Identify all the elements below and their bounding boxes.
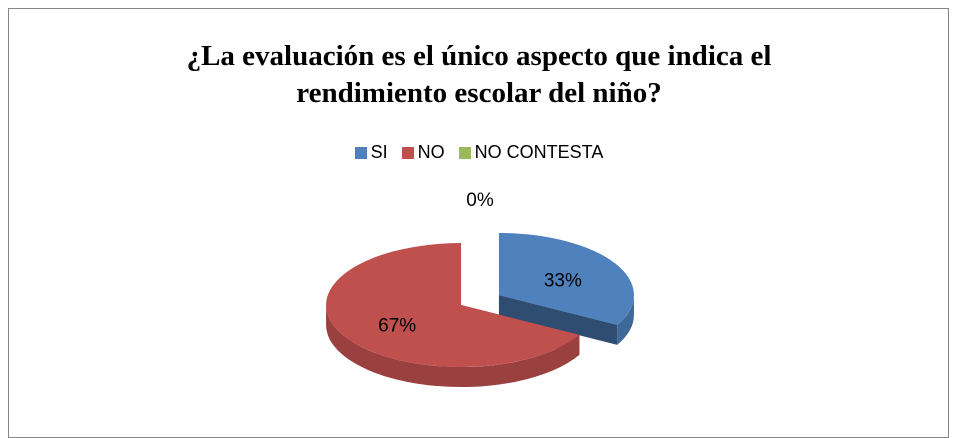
legend-swatch: [458, 146, 471, 159]
slice: [498, 232, 634, 325]
legend-item: SI: [354, 142, 388, 163]
slice-side: [326, 305, 580, 388]
legend-item: NO CONTESTA: [458, 142, 604, 163]
legend-label: SI: [370, 142, 388, 162]
chart: 33% 67% 0%: [326, 190, 634, 388]
legend-item: NO: [401, 142, 445, 163]
legend-swatch: [354, 146, 367, 159]
slice-side: [617, 294, 634, 345]
legend: SI NO NO CONTESTA: [0, 142, 958, 163]
legend-swatch: [401, 146, 414, 159]
data-label: 67%: [378, 315, 416, 336]
chart-title: ¿La evaluación es el único aspecto que i…: [186, 40, 772, 109]
legend-label: NO CONTESTA: [474, 142, 604, 162]
data-label: 33%: [544, 271, 582, 292]
slice: [326, 243, 580, 368]
slice-edge: [498, 294, 618, 345]
data-label: 0%: [466, 190, 494, 211]
legend-label: NO: [417, 142, 445, 162]
